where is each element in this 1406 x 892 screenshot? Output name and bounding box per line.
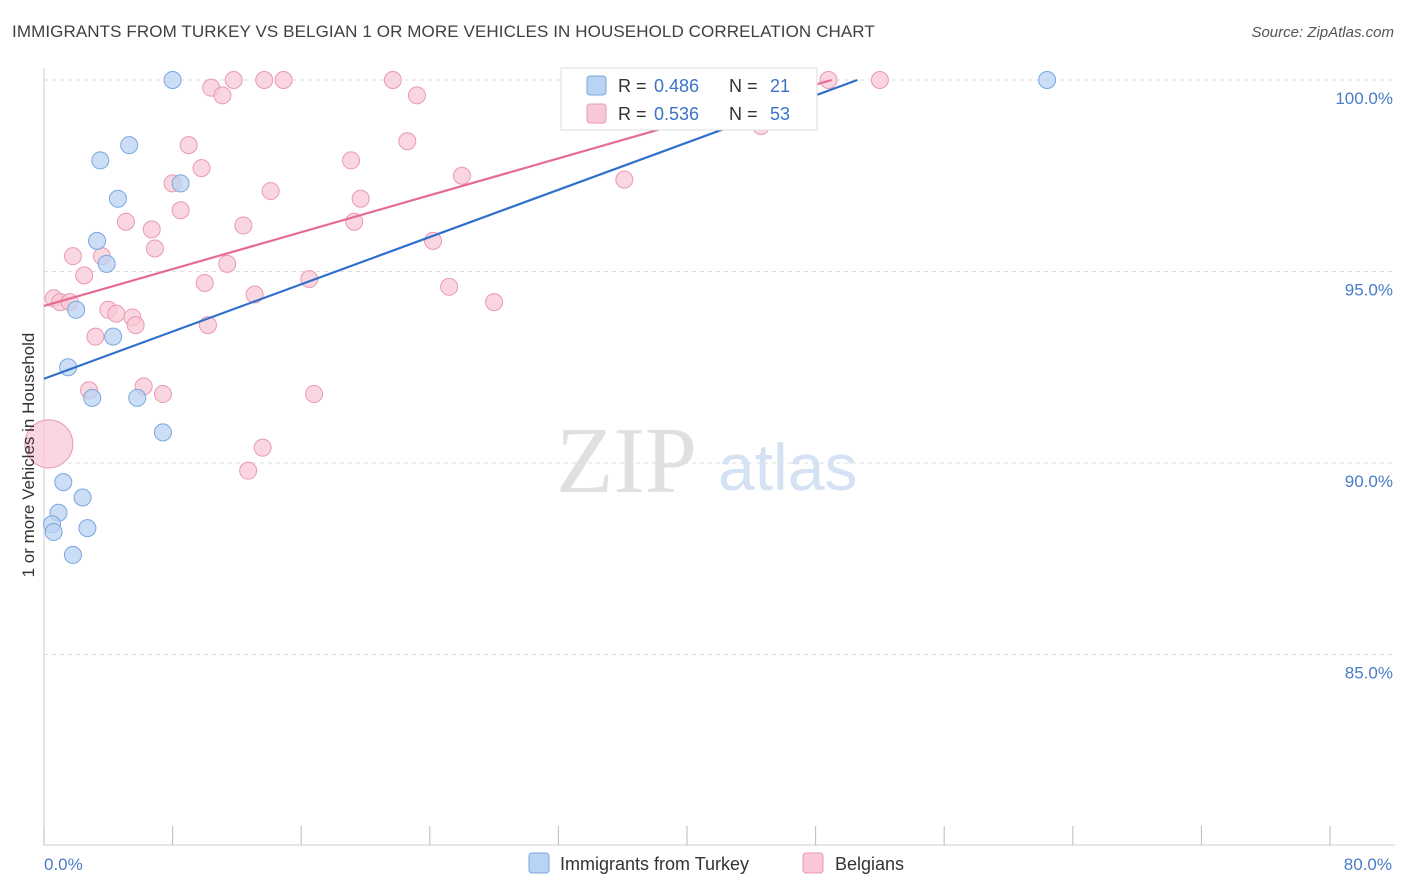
turkey-point <box>171 174 190 193</box>
belgians-point <box>485 293 504 312</box>
y-axis-label: 1 or more Vehicles in Household <box>19 333 38 578</box>
belgians-point <box>116 212 135 231</box>
belgians-point <box>407 86 426 105</box>
turkey-point <box>63 545 82 564</box>
turkey-point <box>97 254 116 273</box>
belgians-point <box>342 151 361 170</box>
belgians-point <box>213 86 232 105</box>
series-legend-label-belgians: Belgians <box>835 854 904 874</box>
belgians-point <box>86 327 105 346</box>
belgians-point <box>398 132 417 151</box>
belgians-point <box>305 385 324 404</box>
y-tick-label: 85.0% <box>1345 664 1393 683</box>
belgians-point <box>192 159 211 178</box>
belgians-point <box>255 71 274 89</box>
turkey-point <box>163 71 182 89</box>
belgians-point <box>218 254 237 273</box>
turkey-point <box>83 388 102 407</box>
watermark-atlas: atlas <box>718 430 857 504</box>
belgians-point <box>253 438 272 457</box>
belgians-point <box>24 419 74 469</box>
x-tick-label-min: 0.0% <box>44 855 83 874</box>
turkey-point <box>153 423 172 442</box>
turkey-point <box>108 189 127 208</box>
turkey-point <box>104 327 123 346</box>
belgians-point <box>239 461 258 480</box>
turkey-point <box>1038 71 1057 89</box>
turkey-point <box>78 519 97 538</box>
turkey-point <box>128 388 147 407</box>
turkey-point <box>120 136 139 155</box>
belgians-point <box>234 216 253 235</box>
belgians-point <box>142 220 161 239</box>
belgians-point <box>195 273 214 292</box>
series-legend-swatch-belgians <box>802 852 824 874</box>
belgians-point <box>179 136 198 155</box>
belgians-point <box>440 277 459 296</box>
x-tick-label-max: 80.0% <box>1344 855 1392 874</box>
turkey-point <box>44 522 63 541</box>
belgians-point <box>615 170 634 189</box>
stats-legend: R = 0.486 N = 21 R = 0.536 N = 53 <box>560 67 818 131</box>
legend-n-value-pink: 53 <box>770 104 790 124</box>
belgians-point <box>383 71 402 89</box>
watermark-zip: ZIP <box>556 409 697 513</box>
data-points <box>24 71 1057 564</box>
source-credit: Source: ZipAtlas.com <box>1251 24 1394 41</box>
series-legend-swatch-turkey <box>528 852 550 874</box>
belgians-point <box>351 189 370 208</box>
belgians-point <box>261 182 280 201</box>
series-legend-label-turkey: Immigrants from Turkey <box>560 854 749 874</box>
belgians-point <box>126 316 145 335</box>
legend-r-label-blue: R = <box>618 76 647 96</box>
legend-n-label-blue: N = <box>729 76 758 96</box>
legend-n-value-blue: 21 <box>770 76 790 96</box>
legend-n-label-pink: N = <box>729 104 758 124</box>
turkey-point <box>91 151 110 170</box>
belgians-point <box>107 304 126 323</box>
belgians-point <box>274 71 293 89</box>
turkey-point <box>67 300 86 319</box>
legend-swatch-blue <box>586 75 607 96</box>
belgians-point <box>75 266 94 285</box>
y-tick-label: 90.0% <box>1345 472 1393 491</box>
grid-lines <box>44 79 1395 655</box>
belgians-point <box>145 239 164 258</box>
y-tick-labels: 100.0% 95.0% 90.0% 85.0% <box>1335 89 1393 683</box>
turkey-point <box>73 488 92 507</box>
legend-r-value-pink: 0.536 <box>654 104 699 124</box>
series-legend: Immigrants from Turkey Belgians <box>528 852 904 874</box>
watermark: ZIP atlas <box>556 409 857 513</box>
turkey-point <box>88 231 107 250</box>
y-tick-label: 100.0% <box>1335 89 1393 108</box>
belgians-point <box>224 71 243 89</box>
legend-r-label-pink: R = <box>618 104 647 124</box>
legend-r-value-blue: 0.486 <box>654 76 699 96</box>
belgians-point <box>452 166 471 185</box>
belgians-point <box>870 71 889 89</box>
belgians-point <box>63 247 82 266</box>
legend-swatch-pink <box>586 103 607 124</box>
chart-title: IMMIGRANTS FROM TURKEY VS BELGIAN 1 OR M… <box>12 22 875 41</box>
turkey-point <box>54 473 73 492</box>
y-tick-label: 95.0% <box>1345 281 1393 300</box>
belgians-point <box>153 385 172 404</box>
belgians-point <box>171 201 190 220</box>
